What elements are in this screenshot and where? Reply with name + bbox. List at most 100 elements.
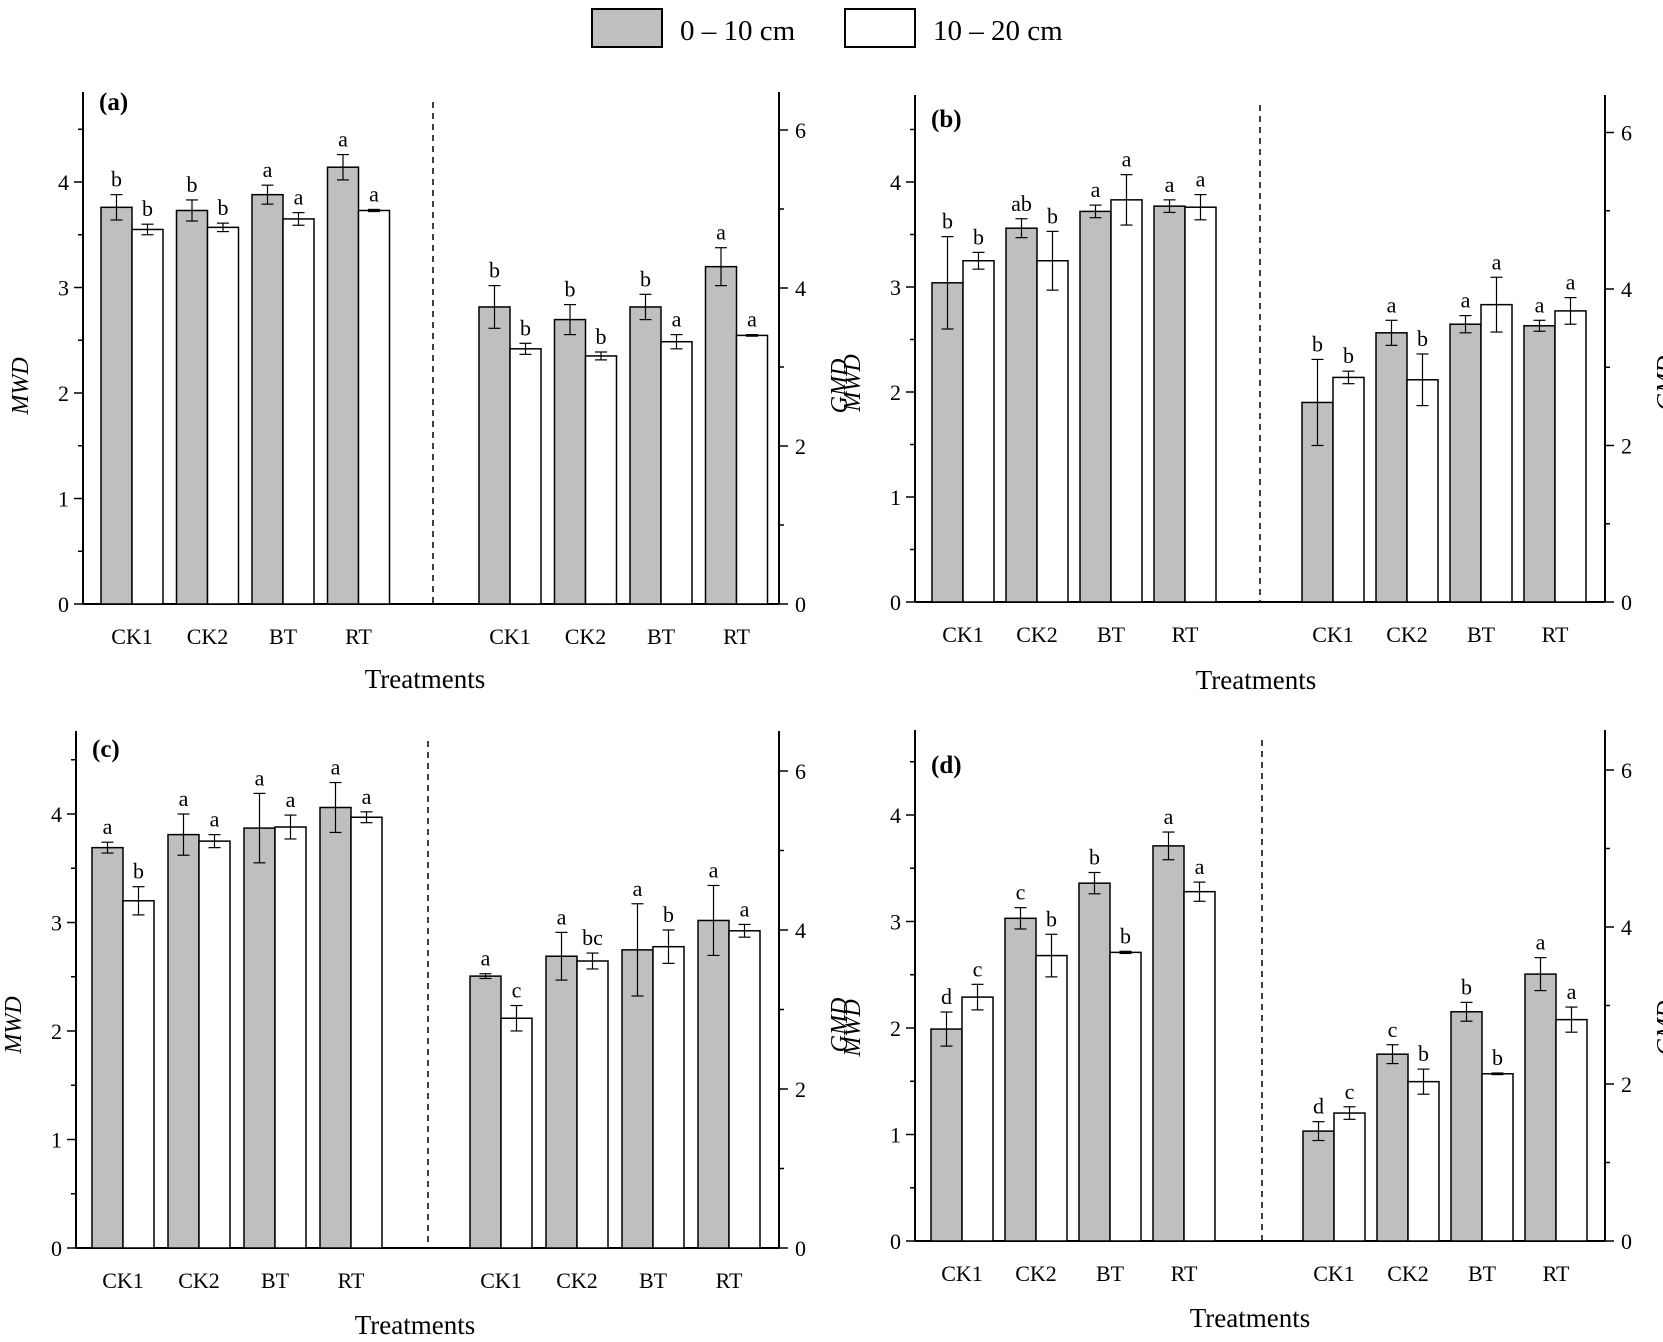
legend-swatch-0-10cm xyxy=(591,8,663,48)
significance-letter: a xyxy=(255,765,265,790)
bar-gmd-ck2-10-20cm xyxy=(584,355,618,605)
x-tick-label: CK2 xyxy=(1387,1261,1429,1286)
right-axis-title: GMD xyxy=(827,359,853,414)
significance-letter: a xyxy=(369,181,379,206)
bar-gmd-rt-0-10cm xyxy=(704,265,738,605)
bar-gmd-bt-10-20cm xyxy=(660,340,693,605)
bar-gmd-ck1-10-20cm xyxy=(1332,376,1365,603)
significance-letter: a xyxy=(481,946,491,971)
panel-label: (b) xyxy=(931,106,962,133)
left-tick-label: 3 xyxy=(58,276,69,301)
panel-label: (a) xyxy=(99,89,128,116)
right-tick-label: 2 xyxy=(795,1077,806,1102)
x-tick-label: BT xyxy=(1097,622,1126,647)
left-tick-label: 4 xyxy=(890,803,901,828)
left-tick-label: 1 xyxy=(58,487,69,512)
x-tick-label: CK2 xyxy=(1386,622,1428,647)
x-tick-label: CK2 xyxy=(565,624,607,649)
left-tick-label: 2 xyxy=(890,1016,901,1041)
bar-gmd-ck2-10-20cm xyxy=(576,960,609,1249)
significance-letter: a xyxy=(362,784,372,809)
x-axis-title: Treatments xyxy=(365,664,486,694)
right-tick-label: 0 xyxy=(795,1236,806,1261)
bar-gmd-ck2-0-10cm xyxy=(1375,332,1408,603)
x-tick-label: BT xyxy=(639,1268,668,1293)
right-tick-label: 6 xyxy=(795,759,806,784)
left-axis-title: MWD xyxy=(840,354,866,412)
x-tick-label: BT xyxy=(1468,1261,1497,1286)
significance-letter: a xyxy=(672,307,682,332)
significance-letter: d xyxy=(1313,1094,1324,1119)
left-tick-label: 1 xyxy=(890,485,901,510)
right-tick-label: 0 xyxy=(1621,590,1632,615)
significance-letter: b xyxy=(942,209,953,234)
significance-letter: c xyxy=(1016,880,1026,905)
significance-letter: a xyxy=(294,185,304,210)
significance-letter: c xyxy=(1345,1079,1355,1104)
x-tick-label: CK1 xyxy=(111,624,153,649)
x-axis-title: Treatments xyxy=(1196,665,1317,695)
significance-letter: a xyxy=(633,876,643,901)
significance-letter: a xyxy=(747,307,757,332)
x-tick-label: CK1 xyxy=(102,1268,144,1293)
left-tick-label: 3 xyxy=(51,911,62,936)
significance-letter: b xyxy=(663,902,674,927)
bar-mwd-bt-10-20cm xyxy=(1110,199,1143,603)
x-tick-label: RT xyxy=(1543,1261,1570,1286)
x-tick-label: CK2 xyxy=(187,624,229,649)
x-tick-label: RT xyxy=(716,1268,743,1293)
bar-gmd-rt-0-10cm xyxy=(1524,973,1557,1242)
bar-mwd-rt-10-20cm xyxy=(1184,206,1217,603)
panel-label: (c) xyxy=(92,736,120,763)
significance-letter: b xyxy=(1046,906,1057,931)
bar-gmd-ck2-0-10cm xyxy=(553,318,587,605)
x-tick-label: CK1 xyxy=(1313,1261,1355,1286)
significance-letter: a xyxy=(709,857,719,882)
bar-gmd-rt-10-20cm xyxy=(728,930,761,1249)
significance-letter: b xyxy=(1461,974,1472,999)
bar-mwd-rt-0-10cm xyxy=(1152,845,1185,1242)
x-tick-label: CK1 xyxy=(489,624,531,649)
significance-letter: a xyxy=(103,814,113,839)
significance-letter: a xyxy=(1461,288,1471,313)
significance-letter: a xyxy=(1195,854,1205,879)
bar-mwd-bt-0-10cm xyxy=(243,827,276,1249)
x-tick-label: BT xyxy=(269,624,298,649)
significance-letter: b xyxy=(973,224,984,249)
bar-gmd-ck1-0-10cm xyxy=(469,975,502,1249)
bar-mwd-rt-0-10cm xyxy=(326,166,360,605)
significance-letter: b xyxy=(1312,331,1323,356)
bar-mwd-rt-10-20cm xyxy=(1183,890,1216,1242)
bar-mwd-ck1-10-20cm xyxy=(962,260,995,603)
significance-letter: b xyxy=(142,196,153,221)
legend-label-0-10cm: 0 – 10 cm xyxy=(680,15,796,47)
bar-gmd-bt-10-20cm xyxy=(1481,1073,1514,1242)
significance-letter: a xyxy=(1164,804,1174,829)
x-tick-label: CK2 xyxy=(178,1268,220,1293)
right-tick-label: 6 xyxy=(1621,758,1632,783)
x-tick-label: CK1 xyxy=(480,1268,522,1293)
bar-mwd-bt-10-20cm xyxy=(274,826,307,1249)
x-axis-title: Treatments xyxy=(1190,1303,1311,1333)
bar-mwd-ck2-10-20cm xyxy=(1036,260,1069,603)
bar-gmd-ck2-0-10cm xyxy=(545,955,578,1249)
left-tick-label: 0 xyxy=(58,592,69,617)
bar-mwd-ck1-0-10cm xyxy=(931,282,964,603)
x-tick-label: CK2 xyxy=(1015,1261,1057,1286)
x-tick-label: RT xyxy=(1172,622,1199,647)
significance-letter: a xyxy=(716,220,726,245)
right-tick-label: 6 xyxy=(1621,121,1632,146)
bar-mwd-bt-10-20cm xyxy=(1109,951,1142,1242)
significance-letter: a xyxy=(1567,979,1577,1004)
left-tick-label: 2 xyxy=(51,1019,62,1044)
significance-letter: a xyxy=(557,904,567,929)
significance-letter: a xyxy=(286,787,296,812)
bar-gmd-rt-10-20cm xyxy=(1555,1018,1588,1242)
right-axis-title: GMD xyxy=(827,998,853,1053)
bar-mwd-ck1-10-20cm xyxy=(961,996,994,1242)
significance-letter: a xyxy=(338,127,348,152)
significance-letter: b xyxy=(565,277,576,302)
bar-gmd-bt-0-10cm xyxy=(1449,323,1482,603)
bar-mwd-ck1-0-10cm xyxy=(930,1028,963,1242)
